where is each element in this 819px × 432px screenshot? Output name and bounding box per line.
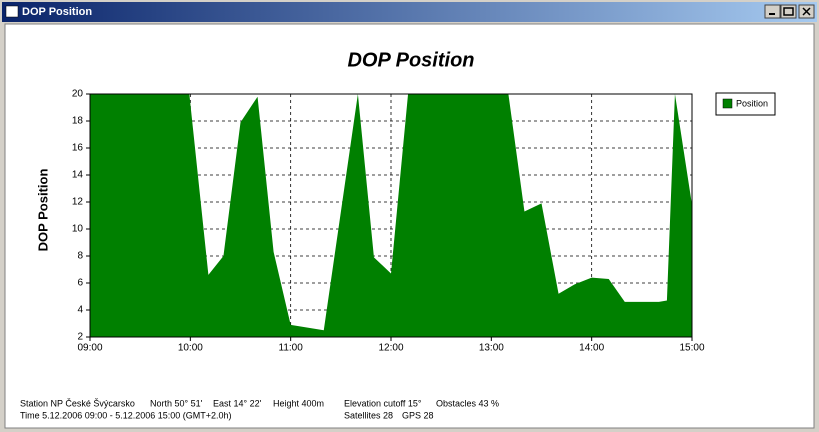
window-title: DOP Position [22, 6, 92, 18]
x-tick-label: 09:00 [77, 343, 102, 354]
elevation: Elevation cutoff 15° [344, 398, 422, 408]
time: Time 5.12.2006 09:00 - 5.12.2006 15:00 (… [20, 410, 232, 420]
window-icon [5, 5, 19, 18]
footer: Station NP České Švýcarsko North 50° 51'… [20, 398, 499, 420]
maximize-icon [783, 7, 794, 16]
y-axis-label: DOP Position [35, 169, 50, 252]
y-tick-label: 12 [72, 197, 84, 208]
y-tick-label: 20 [72, 89, 84, 100]
satellites: Satellites 28 [344, 410, 393, 420]
close-icon [802, 7, 811, 16]
y-tick-label: 14 [72, 170, 84, 181]
plot: 2 4 6 8 10 12 14 16 18 20 09:00 10:00 11:00 12:00 13:0… [72, 89, 705, 354]
legend-swatch [722, 98, 733, 109]
y-tick-label: 10 [72, 224, 84, 235]
y-tick-label: 16 [72, 143, 84, 154]
obstacles: Obstacles 43 % [436, 398, 499, 408]
window-buttons [764, 4, 815, 19]
east: East 14° 22' [213, 398, 262, 408]
north: North 50° 51' [150, 398, 203, 408]
y-tick-label: 8 [77, 251, 83, 262]
x-tick-label: 12:00 [378, 343, 403, 354]
y-tick-label: 6 [77, 278, 83, 289]
title-bar [2, 2, 817, 22]
x-tick-label: 14:00 [579, 343, 604, 354]
x-tick-label: 10:00 [178, 343, 203, 354]
x-tick-label: 13:00 [479, 343, 504, 354]
x-tick-label: 15:00 [679, 343, 704, 354]
height: Height 400m [273, 398, 324, 408]
station: Station NP České Švýcarsko [20, 398, 135, 408]
plot-frame [89, 93, 693, 338]
gps: GPS 28 [402, 410, 434, 420]
chart-title: DOP Position [347, 49, 474, 71]
y-tick-label: 18 [72, 116, 84, 127]
legend [715, 92, 776, 116]
y-tick-label: 4 [77, 305, 83, 316]
minimize-button[interactable] [764, 4, 781, 19]
x-tick-label: 11:00 [279, 343, 304, 354]
legend-label: Position [736, 98, 768, 108]
y-tick-label: 2 [77, 332, 83, 343]
area [90, 94, 692, 337]
